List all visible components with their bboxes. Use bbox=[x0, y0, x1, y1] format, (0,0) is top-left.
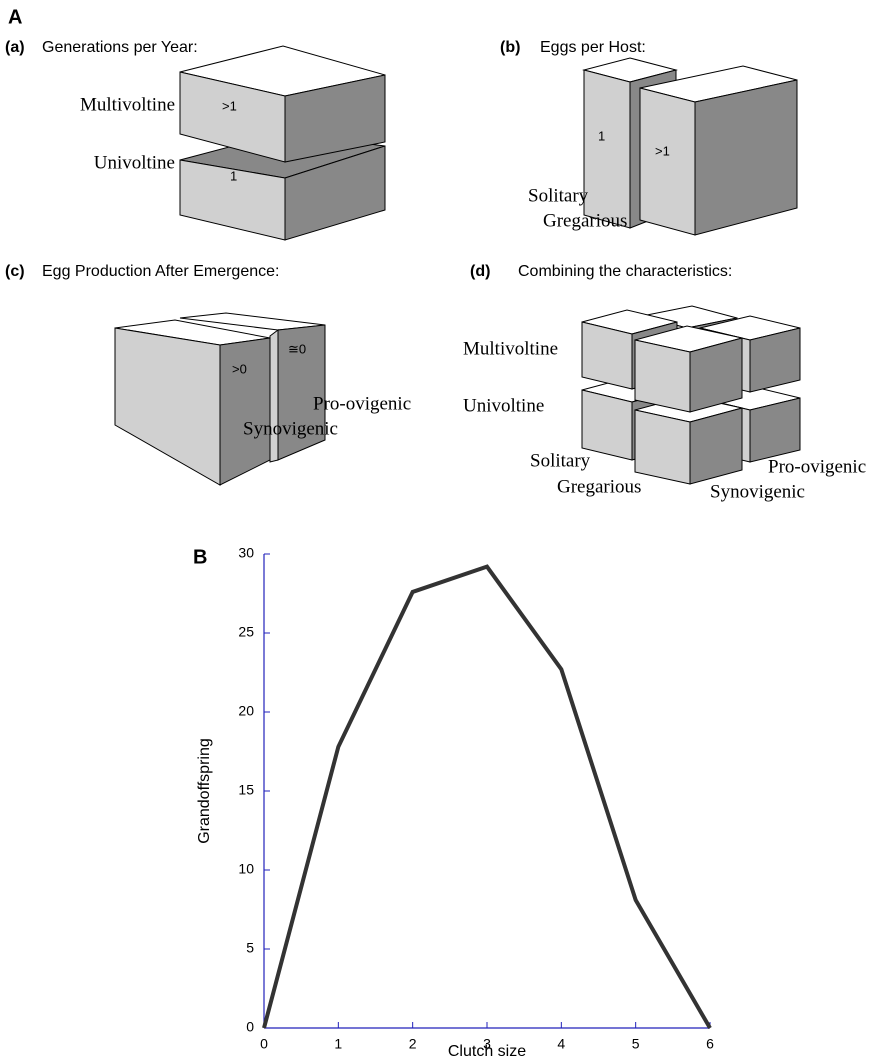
row-label: Univoltine bbox=[463, 395, 544, 416]
x-tick-label: 6 bbox=[706, 1036, 714, 1052]
y-tick-label: 20 bbox=[238, 703, 254, 719]
row-label: Solitary bbox=[528, 185, 589, 206]
panel-b-boxes bbox=[584, 58, 797, 235]
panel-a-boxes bbox=[180, 46, 385, 240]
y-axis-title: Grandoffspring bbox=[196, 738, 213, 844]
y-tick-label: 15 bbox=[238, 782, 254, 798]
row-label: Synovigenic bbox=[243, 418, 338, 439]
page: {"panel_a": { "label": "A", "a": {"label… bbox=[0, 0, 895, 1063]
panel-label: B bbox=[193, 546, 207, 568]
x-tick-label: 1 bbox=[334, 1036, 342, 1052]
row-label: Multivoltine bbox=[463, 338, 558, 359]
subpanel-title: Combining the characteristics: bbox=[518, 263, 732, 280]
y-tick-label: 30 bbox=[238, 545, 254, 561]
x-tick-label: 5 bbox=[632, 1036, 640, 1052]
box-label: >0 bbox=[232, 361, 247, 376]
row-label: Gregarious bbox=[557, 476, 641, 497]
subpanel-label: (a) bbox=[5, 39, 25, 56]
box-label: 1 bbox=[598, 128, 605, 143]
box-label: >1 bbox=[655, 143, 670, 158]
row-label: Multivoltine bbox=[80, 94, 175, 115]
x-axis-title: Clutch size bbox=[448, 1043, 526, 1060]
box-label: >1 bbox=[222, 98, 237, 113]
subpanel-title: Generations per Year: bbox=[42, 39, 198, 56]
row-label: Synovigenic bbox=[710, 481, 805, 502]
box-label: 1 bbox=[230, 168, 237, 183]
cube-front bbox=[582, 322, 632, 389]
y-tick-label: 5 bbox=[246, 940, 254, 956]
subpanel-label: (c) bbox=[5, 263, 25, 280]
cube-side bbox=[690, 408, 742, 484]
cube-front bbox=[635, 340, 690, 412]
subpanel-title: Egg Production After Emergence: bbox=[42, 263, 279, 280]
box-label: ≅0 bbox=[288, 341, 306, 356]
y-tick-label: 0 bbox=[246, 1019, 254, 1035]
x-tick-label: 2 bbox=[409, 1036, 417, 1052]
subpanel-label: (b) bbox=[500, 39, 520, 56]
row-label: Pro-ovigenic bbox=[313, 393, 411, 414]
panel-label: A bbox=[8, 6, 22, 28]
row-label: Univoltine bbox=[94, 152, 175, 173]
row-label: Pro-ovigenic bbox=[768, 456, 866, 477]
x-tick-label: 0 bbox=[260, 1036, 268, 1052]
cube-front bbox=[635, 410, 690, 484]
x-tick-label: 4 bbox=[557, 1036, 565, 1052]
row-label: Solitary bbox=[530, 450, 591, 471]
subpanel-label: (d) bbox=[470, 263, 490, 280]
row-label: Gregarious bbox=[543, 210, 627, 231]
subpanel-title: Eggs per Host: bbox=[540, 39, 646, 56]
panel-c-boxes bbox=[115, 313, 325, 485]
y-tick-label: 10 bbox=[238, 861, 254, 877]
figure: A (a) Generations per Year: Multivoltine… bbox=[0, 0, 895, 1063]
y-tick-label: 25 bbox=[238, 624, 254, 640]
data-line bbox=[264, 567, 710, 1028]
